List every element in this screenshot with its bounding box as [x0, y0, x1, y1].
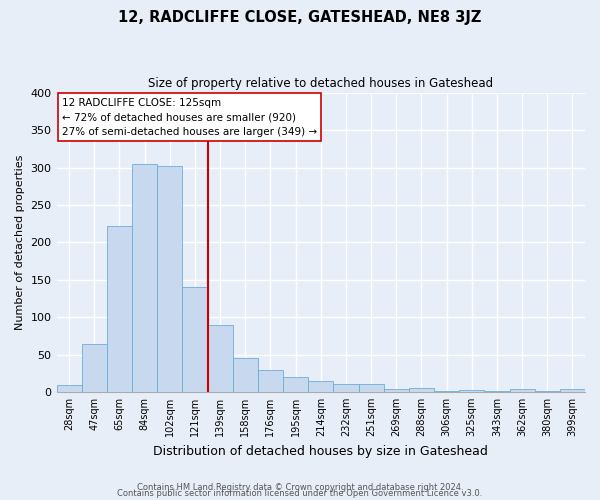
Bar	[409, 388, 434, 392]
Bar	[208, 324, 233, 392]
Bar	[535, 391, 560, 392]
Bar	[560, 389, 585, 392]
Bar	[157, 166, 182, 392]
Bar	[509, 389, 535, 392]
Bar	[434, 391, 459, 392]
Bar	[182, 286, 208, 392]
Text: 12 RADCLIFFE CLOSE: 125sqm
← 72% of detached houses are smaller (920)
27% of sem: 12 RADCLIFFE CLOSE: 125sqm ← 72% of deta…	[62, 98, 317, 137]
Bar	[334, 384, 359, 392]
Bar	[308, 380, 334, 392]
Text: 12, RADCLIFFE CLOSE, GATESHEAD, NE8 3JZ: 12, RADCLIFFE CLOSE, GATESHEAD, NE8 3JZ	[118, 10, 482, 25]
Y-axis label: Number of detached properties: Number of detached properties	[15, 155, 25, 330]
Title: Size of property relative to detached houses in Gateshead: Size of property relative to detached ho…	[148, 78, 493, 90]
Bar	[132, 164, 157, 392]
Text: Contains public sector information licensed under the Open Government Licence v3: Contains public sector information licen…	[118, 490, 482, 498]
X-axis label: Distribution of detached houses by size in Gateshead: Distribution of detached houses by size …	[154, 444, 488, 458]
Bar	[56, 385, 82, 392]
Bar	[459, 390, 484, 392]
Text: Contains HM Land Registry data © Crown copyright and database right 2024.: Contains HM Land Registry data © Crown c…	[137, 484, 463, 492]
Bar	[258, 370, 283, 392]
Bar	[233, 358, 258, 392]
Bar	[283, 377, 308, 392]
Bar	[82, 344, 107, 392]
Bar	[383, 389, 409, 392]
Bar	[107, 226, 132, 392]
Bar	[484, 391, 509, 392]
Bar	[359, 384, 383, 392]
